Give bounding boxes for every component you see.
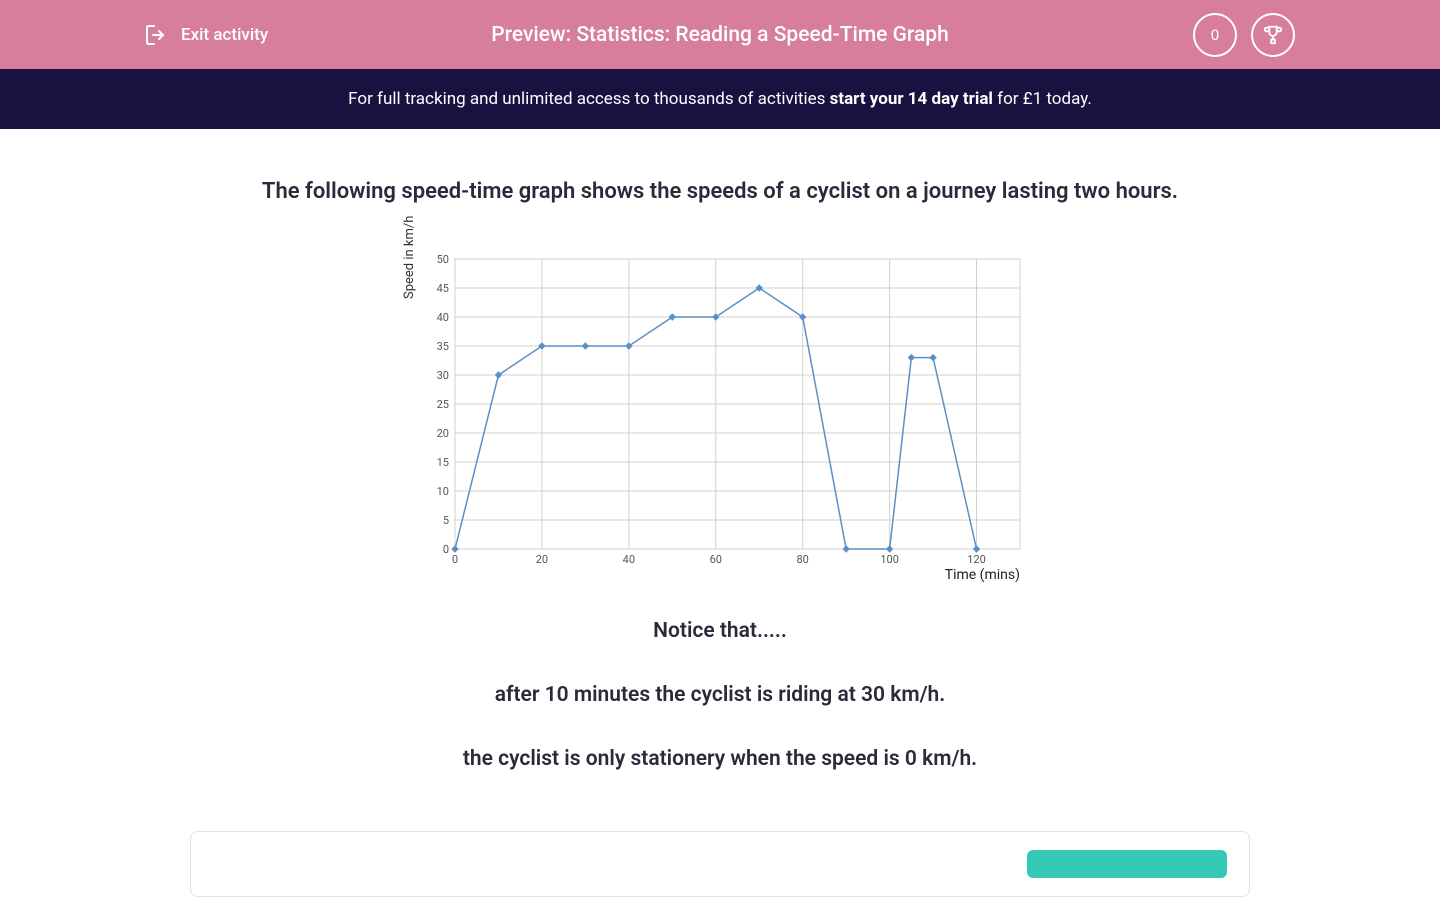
svg-text:45: 45 [437,282,449,295]
cta-button[interactable] [1027,850,1227,878]
trial-bold: start your 14 day trial [830,89,993,109]
trial-suffix: for £1 today. [993,89,1092,109]
svg-text:40: 40 [623,553,635,566]
score-value: 0 [1211,26,1219,44]
svg-text:80: 80 [797,553,809,566]
y-axis-label: Speed in km/h [402,216,417,299]
notice-line-2: the cyclist is only stationery when the … [190,747,1250,771]
notice-line-1: after 10 minutes the cyclist is riding a… [190,683,1250,707]
svg-text:30: 30 [437,369,449,382]
svg-text:20: 20 [437,427,449,440]
svg-text:15: 15 [437,456,449,469]
trial-prefix: For full tracking and unlimited access t… [348,89,829,109]
svg-text:20: 20 [536,553,548,566]
svg-text:40: 40 [437,311,449,324]
chart-wrapper: Speed in km/h 02040608010012005101520253… [410,249,1030,579]
svg-text:5: 5 [443,514,449,527]
score-badge[interactable]: 0 [1193,13,1237,57]
main-content: The following speed-time graph shows the… [170,129,1270,897]
svg-text:0: 0 [452,553,458,566]
svg-text:25: 25 [437,398,449,411]
exit-icon [145,23,169,47]
header-right: 0 [1193,13,1295,57]
chart-container: Speed in km/h 02040608010012005101520253… [190,249,1250,579]
svg-text:60: 60 [710,553,722,566]
trophy-icon [1262,24,1284,46]
question-card [190,831,1250,897]
x-axis-label: Time (mins) [945,567,1020,583]
svg-text:0: 0 [443,543,449,556]
header-bar: Exit activity Preview: Statistics: Readi… [0,0,1440,69]
speed-time-chart: 0 20 40 60 80 100 120 0 5 10 15 20 25 30 35 40 45 50 [410,249,1030,579]
page-title: Preview: Statistics: Reading a Speed-Tim… [491,23,949,47]
trial-banner[interactable]: For full tracking and unlimited access t… [0,69,1440,129]
svg-text:35: 35 [437,340,449,353]
exit-activity-button[interactable]: Exit activity [145,23,268,47]
svg-text:120: 120 [967,553,986,566]
svg-text:50: 50 [437,253,449,266]
intro-text: The following speed-time graph shows the… [190,179,1250,204]
svg-text:10: 10 [437,485,449,498]
svg-text:100: 100 [880,553,899,566]
trophy-button[interactable] [1251,13,1295,57]
exit-label: Exit activity [181,25,268,45]
notice-heading: Notice that..... [190,619,1250,643]
